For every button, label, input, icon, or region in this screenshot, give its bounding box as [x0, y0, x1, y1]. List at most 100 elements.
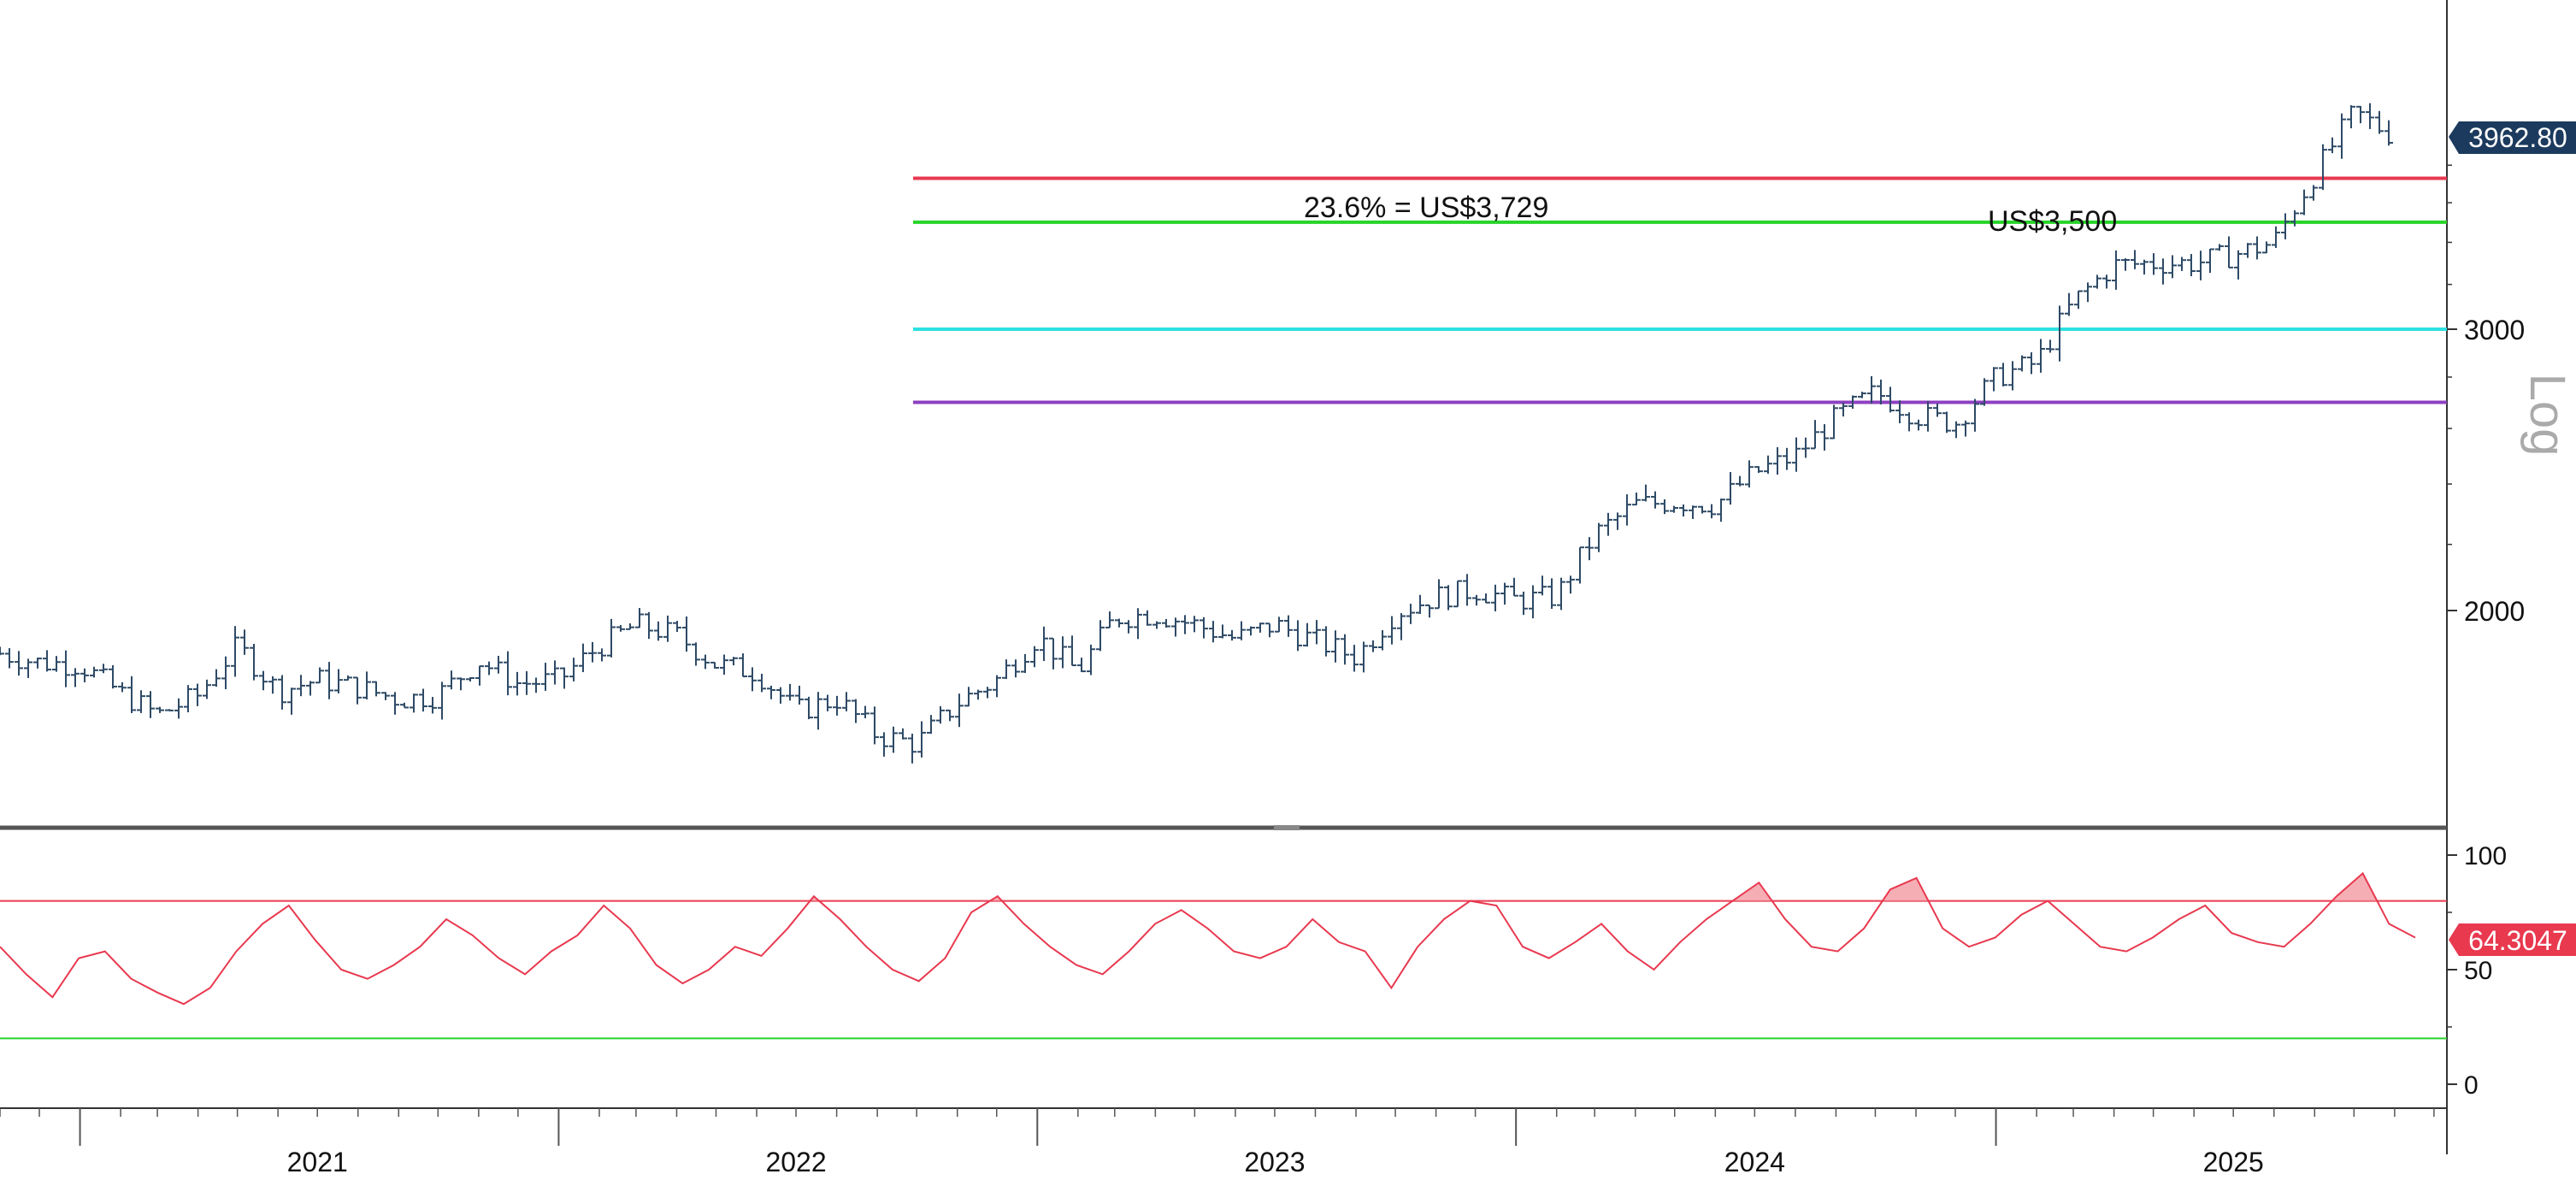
price-bar: [1933, 404, 1942, 417]
price-bar: [2008, 361, 2017, 391]
price-bar: [1745, 460, 1754, 488]
price-bar: [2149, 253, 2158, 275]
price-bar: [400, 702, 409, 709]
price-bar: [1369, 640, 1377, 652]
price-bar: [1453, 580, 1462, 608]
price-bar: [1971, 398, 1979, 432]
price-bar: [1632, 493, 1641, 506]
price-bar: [2046, 339, 2054, 353]
price-bar: [43, 650, 51, 672]
price-bar: [391, 692, 399, 715]
price-bar: [1435, 579, 1443, 610]
price-bar: [1783, 447, 1791, 470]
price-bar: [231, 626, 239, 677]
price-bar: [1707, 504, 1716, 519]
price-bar: [1895, 400, 1904, 424]
divider-handle[interactable]: [1274, 825, 1300, 830]
price-bar: [212, 669, 221, 687]
price-bar: [626, 623, 634, 630]
price-bar: [52, 656, 61, 672]
price-bar: [2243, 243, 2252, 258]
price-bar: [2356, 105, 2365, 124]
price-bar: [1256, 622, 1264, 633]
price-bar: [372, 681, 380, 697]
price-bar: [2159, 258, 2167, 285]
price-bar: [2187, 254, 2196, 277]
price-bar: [278, 675, 286, 710]
price-bar: [2215, 244, 2224, 251]
price-bar: [146, 691, 155, 718]
price-bar: [1820, 424, 1829, 451]
price-bar: [993, 675, 1001, 698]
price-bar: [193, 683, 202, 706]
price-bar: [814, 692, 822, 730]
price-bar: [1049, 637, 1058, 670]
price-bar: [569, 658, 578, 681]
price-bar: [240, 629, 249, 655]
price-bar: [635, 608, 644, 628]
fib-annotation: 23.6% = US$3,729: [1304, 192, 1548, 224]
price-bar: [1190, 616, 1199, 633]
price-bar: [1284, 615, 1293, 637]
price-bar: [1952, 421, 1960, 439]
price-bar: [1200, 617, 1208, 639]
price-bar: [259, 670, 268, 691]
price-bar: [494, 656, 503, 674]
price-bar: [541, 663, 550, 691]
price-bar: [1040, 626, 1048, 662]
price-bar: [1623, 494, 1631, 526]
price-bar: [287, 687, 296, 715]
x-axis: 2021 2022 2023 2024 2025: [0, 1108, 2435, 1177]
price-bar: [297, 675, 305, 697]
price-bar: [2018, 355, 2026, 372]
price-bar: [99, 664, 108, 674]
price-bar: [598, 648, 606, 662]
price-bars: [0, 103, 2393, 764]
price-bar: [861, 705, 869, 718]
price-bar: [1341, 634, 1349, 665]
price-bar: [748, 667, 757, 692]
price-bar: [2131, 250, 2139, 269]
price-bar: [1595, 522, 1603, 552]
price-bar: [1218, 624, 1227, 639]
price-bar: [663, 615, 672, 642]
price-bar: [1877, 379, 1885, 404]
price-bar: [2272, 226, 2280, 248]
price-bar: [1867, 375, 1876, 404]
price-bar: [1736, 475, 1744, 487]
price-bar: [739, 653, 747, 677]
price-bar: [1689, 505, 1697, 519]
price-bar: [1209, 621, 1217, 643]
log-axis-label: Log: [2520, 374, 2575, 457]
price-bar: [1717, 499, 1725, 522]
price-bar: [692, 642, 700, 666]
price-bar: [174, 698, 183, 719]
price-bar: [1058, 636, 1067, 669]
price-bar: [720, 654, 728, 676]
price-bar: [1312, 620, 1321, 645]
price-bar: [315, 667, 324, 684]
price-bar: [1801, 437, 1810, 458]
price-bar: [1416, 594, 1424, 614]
price-bar: [344, 675, 352, 681]
price-bar: [1359, 641, 1368, 673]
svg-text:64.3047: 64.3047: [2468, 925, 2567, 956]
price-bar: [513, 671, 522, 696]
price-bar: [2347, 105, 2355, 129]
price-bar: [946, 709, 954, 722]
price-bar: [588, 641, 597, 663]
price-bar: [1444, 585, 1453, 611]
price-bar: [1557, 577, 1565, 611]
svg-text:3962.80: 3962.80: [2468, 122, 2567, 153]
price-bar: [428, 697, 437, 714]
price-bar: [955, 693, 964, 728]
price-bar: [2375, 110, 2384, 134]
rsi-tick-label-1: 50: [2464, 957, 2492, 985]
price-bar: [1651, 491, 1659, 509]
price-bar: [33, 658, 42, 669]
price-bar: [363, 671, 371, 699]
price-bar: [917, 721, 926, 758]
price-bar: [447, 670, 456, 690]
rsi-overbought-fill: [810, 873, 2378, 901]
